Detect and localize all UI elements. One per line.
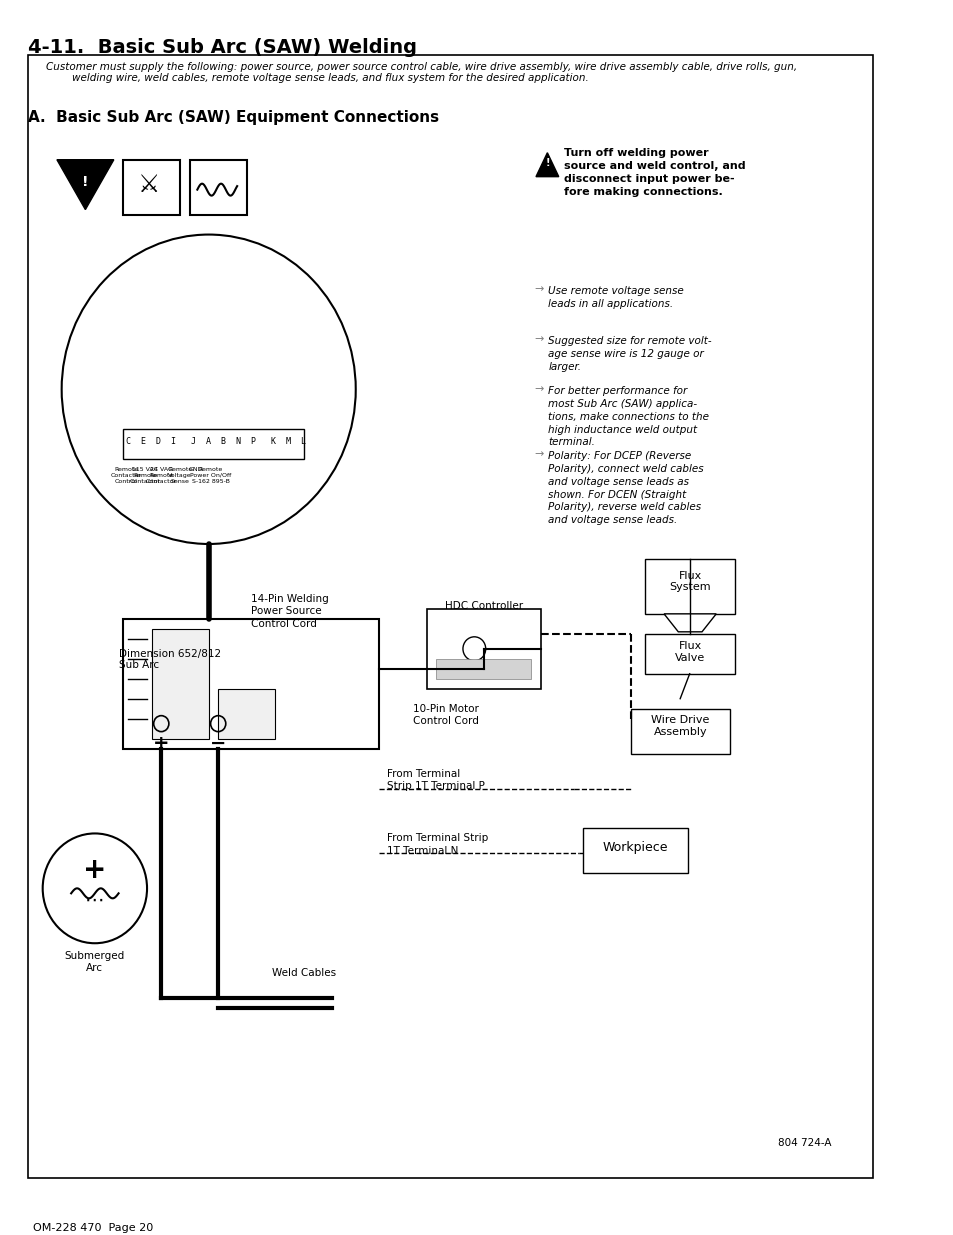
Bar — [190, 159, 247, 215]
Text: +: + — [83, 856, 107, 884]
Text: !: ! — [82, 174, 89, 189]
Bar — [218, 689, 274, 739]
Text: −: − — [210, 734, 226, 752]
Text: Flux
Valve: Flux Valve — [675, 641, 704, 663]
Text: C  E  D  I   J  A  B  N  P   K  M  L: C E D I J A B N P K M L — [126, 437, 306, 446]
Text: →: → — [534, 284, 543, 294]
Bar — [123, 159, 180, 215]
Bar — [644, 634, 735, 674]
Text: From Terminal Strip
1T Terminal N: From Terminal Strip 1T Terminal N — [387, 834, 488, 856]
Polygon shape — [663, 614, 716, 632]
Text: GND: GND — [189, 467, 203, 472]
Text: ⚔: ⚔ — [137, 173, 160, 196]
Bar — [123, 430, 303, 459]
Polygon shape — [536, 153, 558, 177]
Text: Dimension 652/812
Sub Arc: Dimension 652/812 Sub Arc — [118, 648, 220, 671]
Text: Turn off welding power
source and weld control, and
disconnect input power be-
f: Turn off welding power source and weld c… — [564, 148, 745, 198]
Text: 804 724-A: 804 724-A — [777, 1137, 830, 1147]
Text: Suggested size for remote volt-
age sense wire is 12 gauge or
larger.: Suggested size for remote volt- age sens… — [548, 336, 711, 372]
Text: Flux
System: Flux System — [669, 571, 710, 593]
Text: A.  Basic Sub Arc (SAW) Equipment Connections: A. Basic Sub Arc (SAW) Equipment Connect… — [29, 110, 439, 125]
Bar — [644, 559, 735, 614]
Bar — [630, 709, 730, 753]
Bar — [123, 619, 379, 748]
Text: Polarity: For DCEP (Reverse
Polarity), connect weld cables
and voltage sense lea: Polarity: For DCEP (Reverse Polarity), c… — [548, 451, 703, 525]
Text: Remote
Contactor
Control: Remote Contactor Control — [111, 467, 142, 484]
Text: 14-Pin Welding
Power Source
Control Cord: 14-Pin Welding Power Source Control Cord — [252, 594, 329, 629]
Text: 10-Pin Motor
Control Cord: 10-Pin Motor Control Cord — [413, 704, 478, 726]
Text: OM-228 470  Page 20: OM-228 470 Page 20 — [33, 1223, 153, 1233]
Bar — [152, 629, 209, 739]
Text: Submerged
Arc: Submerged Arc — [65, 951, 125, 973]
Text: ⋯: ⋯ — [85, 890, 105, 910]
Text: Workpiece: Workpiece — [602, 841, 668, 855]
Text: 4-11.  Basic Sub Arc (SAW) Welding: 4-11. Basic Sub Arc (SAW) Welding — [29, 38, 417, 57]
Text: Wire Drive
Assembly: Wire Drive Assembly — [651, 715, 709, 737]
Text: HDC Controller: HDC Controller — [444, 601, 522, 611]
Bar — [426, 609, 540, 689]
Text: →: → — [534, 384, 543, 394]
Text: Remote
Power On/Off
S-162 895-B: Remote Power On/Off S-162 895-B — [190, 467, 231, 484]
Text: Weld Cables: Weld Cables — [272, 968, 335, 978]
Text: Use remote voltage sense
leads in all applications.: Use remote voltage sense leads in all ap… — [548, 287, 683, 309]
Text: !: ! — [544, 158, 549, 168]
Text: From Terminal
Strip 1T Terminal P: From Terminal Strip 1T Terminal P — [387, 768, 484, 790]
Polygon shape — [57, 159, 113, 210]
Text: For better performance for
most Sub Arc (SAW) applica-
tions, make connections t: For better performance for most Sub Arc … — [548, 387, 709, 447]
Text: →: → — [534, 335, 543, 345]
Text: Customer must supply the following: power source, power source control cable, wi: Customer must supply the following: powe… — [46, 62, 796, 84]
Text: +: + — [152, 734, 170, 752]
Text: Remote
Voltage
Sense: Remote Voltage Sense — [168, 467, 193, 484]
Bar — [436, 658, 531, 679]
Text: →: → — [534, 450, 543, 459]
Bar — [583, 829, 687, 873]
Text: 115 VAC
Remote
Contactor: 115 VAC Remote Contactor — [130, 467, 160, 484]
Text: 24 VAC
Remote
Contactor: 24 VAC Remote Contactor — [146, 467, 176, 484]
